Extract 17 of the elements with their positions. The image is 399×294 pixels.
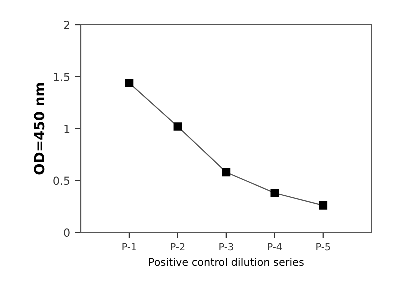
y-axis-title: OD=450 nm (34, 83, 45, 175)
x-tick-label: P-5 (316, 243, 330, 251)
x-axis-title: Positive control dilution series (149, 258, 304, 266)
y-tick-label: 2 (64, 20, 70, 30)
point (270, 189, 280, 198)
y-tick-label: 1.5 (54, 73, 70, 82)
point (125, 78, 134, 88)
point (319, 202, 328, 210)
x-tick-label: P-1 (122, 243, 136, 251)
y-tick-label: 0.5 (54, 176, 70, 186)
point (222, 168, 231, 177)
y-tick-label: 1 (64, 124, 70, 134)
point (174, 122, 182, 131)
y-tick-label: 0 (64, 228, 70, 238)
x-tick-label: P-4 (268, 243, 282, 251)
x-tick-label: P-3 (220, 243, 234, 251)
x-tick-label: P-2 (171, 243, 185, 251)
